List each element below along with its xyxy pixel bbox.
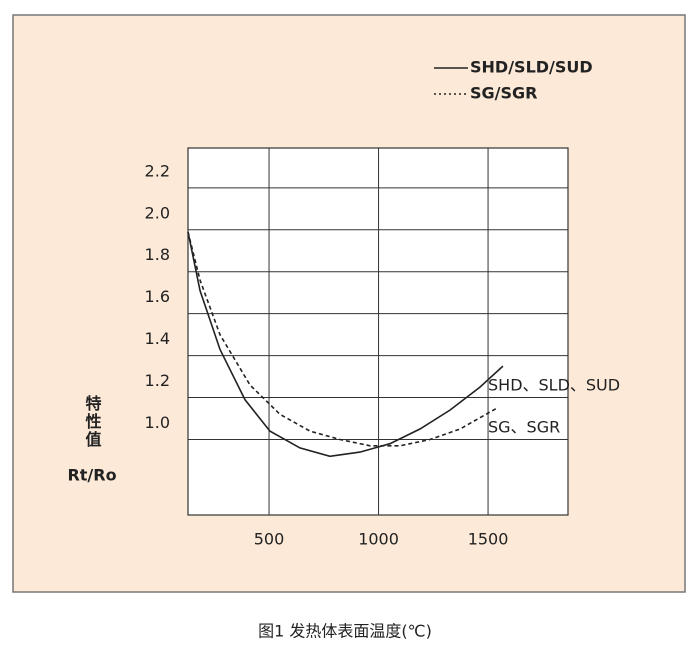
x-tick-label: 1500 <box>468 530 509 549</box>
x-tick-label: 500 <box>254 530 285 549</box>
y-tick-label: 2.2 <box>145 161 170 180</box>
caption: 图1 发热体表面温度(℃) <box>258 622 432 641</box>
line-annotation: SG、SGR <box>488 418 560 437</box>
y-tick-label: 1.6 <box>145 287 170 306</box>
x-tick-label: 1000 <box>358 530 399 549</box>
y-tick-label: 1.2 <box>145 371 170 390</box>
y-axis-unit: Rt/Ro <box>67 466 116 485</box>
y-tick-label: 1.0 <box>145 413 170 432</box>
legend-label: SHD/SLD/SUD <box>470 58 593 77</box>
y-axis-label: 特性值 <box>83 394 102 449</box>
plot-area <box>187 147 569 516</box>
line-annotation: SHD、SLD、SUD <box>488 376 620 395</box>
y-tick-label: 1.8 <box>145 245 170 264</box>
legend-label: SG/SGR <box>470 84 537 103</box>
line <box>187 231 504 458</box>
y-tick-label: 1.4 <box>145 329 170 348</box>
line <box>187 231 498 447</box>
y-tick-label: 2.0 <box>145 203 170 222</box>
